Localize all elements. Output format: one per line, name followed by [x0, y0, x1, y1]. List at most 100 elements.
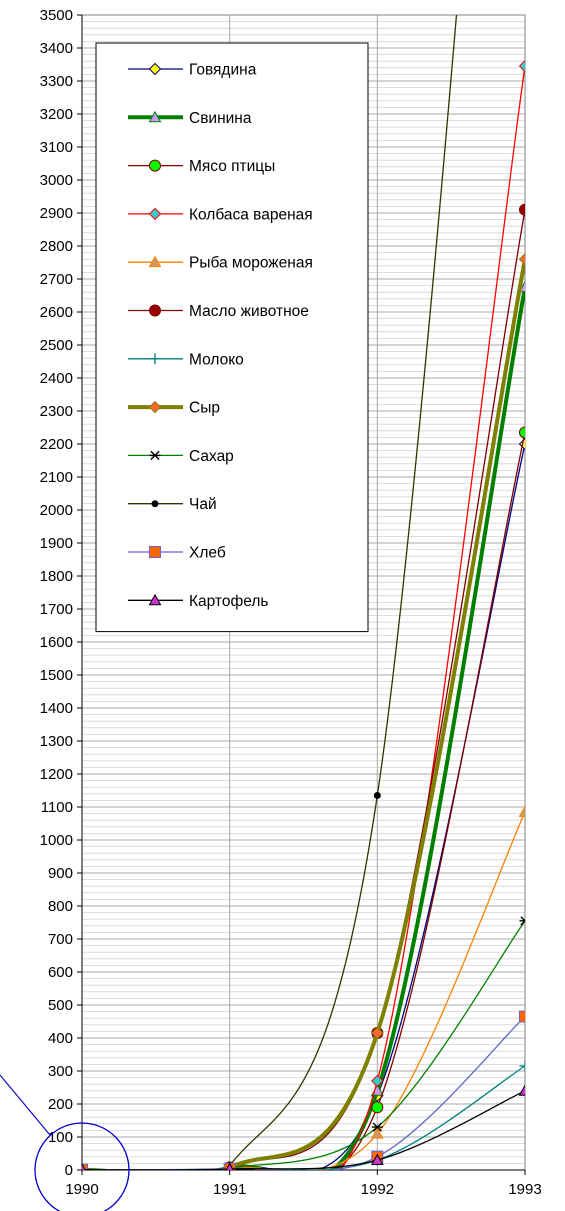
x-axis: 1990 1991 1992 1993	[65, 1169, 542, 1198]
series-line	[82, 258, 525, 1170]
legend-swatch-marker	[148, 62, 162, 76]
legend-swatch-marker	[149, 450, 161, 461]
y-tick-label: 2300	[40, 403, 73, 420]
y-tick-label: 500	[48, 997, 73, 1014]
y-tick-label: 2900	[40, 205, 73, 222]
data-point	[371, 1026, 384, 1040]
y-tick-label: 1800	[40, 568, 73, 585]
y-tick-label: 1600	[40, 634, 73, 651]
legend-swatch-marker	[149, 159, 161, 172]
y-tick-label: 1900	[40, 535, 73, 552]
legend-item: Говядина	[128, 62, 257, 79]
legend-swatch-marker	[148, 110, 162, 123]
data-point	[519, 1060, 525, 1072]
series-layer	[82, 15, 525, 1170]
legend-swatch-marker	[149, 353, 161, 365]
data-point	[82, 1163, 86, 1170]
y-tick-label: 2500	[40, 337, 73, 354]
annotation-circle	[34, 1122, 130, 1211]
y-tick-label: 2800	[40, 238, 73, 255]
data-point	[518, 1084, 525, 1096]
y-tick-label: 3000	[40, 172, 73, 189]
y-tick-label: 700	[48, 931, 73, 948]
legend-label: Сыр	[189, 400, 220, 417]
data-point	[370, 1153, 384, 1165]
y-tick-label: 1400	[40, 700, 73, 717]
data-point	[519, 203, 525, 216]
data-point	[519, 916, 525, 926]
y-tick-label: 800	[48, 898, 73, 915]
y-tick-label: 2200	[40, 436, 73, 453]
data-point	[371, 1101, 384, 1114]
y-tick-label: 1500	[40, 667, 73, 684]
y-axis: 0 100 200 300 400 500 600 700 800 900 1000 1100 1200…	[40, 7, 83, 1179]
legend-swatch-marker	[149, 546, 161, 558]
legend-item: Масло животное	[128, 303, 309, 320]
data-point	[518, 805, 525, 817]
legend-item: Хлеб	[128, 545, 226, 562]
y-tick-label: 1700	[40, 601, 73, 618]
y-tick-label: 900	[48, 865, 73, 882]
y-tick-label: 2700	[40, 271, 73, 288]
legend-label: Картофель	[189, 593, 268, 610]
series-line	[82, 920, 525, 1170]
y-tick-label: 200	[48, 1096, 73, 1113]
legend-swatch-marker	[148, 255, 162, 268]
data-point	[370, 1127, 384, 1139]
y-tick-label: 3100	[40, 139, 73, 156]
y-tick-label: 3400	[40, 40, 73, 57]
data-point	[373, 791, 381, 799]
legend-item: Свинина	[128, 110, 252, 127]
x-tick-label: 1990	[65, 1181, 98, 1198]
legend-swatch-marker	[149, 304, 161, 317]
legend-label: Рыба мороженая	[189, 255, 313, 272]
legend-item: Картофель	[128, 593, 268, 610]
legend-box	[95, 42, 369, 633]
legend-label: Хлеб	[189, 545, 226, 562]
legend-item: Молоко	[128, 351, 244, 368]
y-tick-label: 1300	[40, 733, 73, 750]
legend-swatch-marker	[151, 500, 159, 508]
y-tick-label: 400	[48, 1030, 73, 1047]
series-line	[82, 811, 525, 1170]
legend-label: Масло животное	[189, 303, 309, 320]
legend-label: Говядина	[189, 62, 257, 79]
data-point	[519, 1010, 525, 1023]
series-line	[82, 286, 525, 1170]
y-tick-label: 2600	[40, 304, 73, 321]
y-tick-label: 0	[65, 1162, 73, 1179]
data-point	[371, 1074, 384, 1088]
y-tick-label: 3500	[40, 7, 73, 24]
annotation-layer	[0, 1074, 130, 1211]
y-tick-label: 1000	[40, 832, 73, 849]
y-tick-label: 3200	[40, 106, 73, 123]
legend-swatch-marker	[148, 593, 162, 606]
legend-swatch-marker	[148, 400, 162, 414]
x-tick-label: 1991	[213, 1181, 246, 1198]
data-point	[518, 280, 525, 293]
legend-item: Сыр	[128, 400, 220, 417]
series-line	[82, 432, 525, 1170]
annotation-pointer-line	[0, 1074, 51, 1136]
legend-label: Молоко	[189, 351, 244, 368]
y-tick-label: 2000	[40, 502, 73, 519]
data-point	[519, 426, 525, 439]
data-point	[371, 1122, 383, 1132]
legend-label: Чай	[189, 496, 217, 513]
legend: Говядина Свинина Мясо птицы Колбаса вареная…	[95, 42, 369, 633]
legend-label: Свинина	[189, 110, 252, 127]
legend-label: Колбаса вареная	[189, 206, 313, 223]
y-tick-label: 600	[48, 964, 73, 981]
y-tick-label: 2100	[40, 469, 73, 486]
y-tick-label: 2400	[40, 370, 73, 387]
y-tick-label: 3300	[40, 73, 73, 90]
series-12	[82, 1084, 525, 1170]
legend-label: Сахар	[189, 448, 234, 465]
legend-item: Сахар	[128, 448, 234, 465]
y-tick-label: 1100	[41, 799, 73, 816]
series-line	[82, 1090, 525, 1170]
legend-item: Колбаса вареная	[128, 206, 313, 223]
data-point	[225, 1162, 234, 1170]
x-tick-label: 1992	[361, 1181, 394, 1198]
